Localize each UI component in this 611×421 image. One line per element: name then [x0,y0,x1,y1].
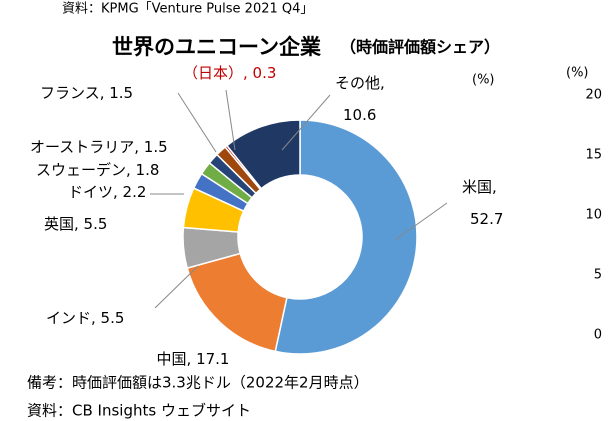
data-label-line: オーストラリア, 1.5 [30,138,168,156]
y-tick-label: 10 [585,208,602,223]
y-tick-label: 20 [585,88,602,103]
data-label-line: 52.7 [470,210,503,228]
slice [274,119,418,355]
data-label-line: ドイツ, 2.2 [68,183,146,201]
data-label-line: 英国, 5.5 [44,215,107,233]
y-tick-label: 15 [585,148,602,163]
data-label: 英国, 5.5 [44,215,107,233]
leader-line [394,202,448,241]
slice [186,252,288,353]
data-label-line: スウェーデン, 1.8 [36,161,159,179]
source-top: 資料：KPMG「Venture Pulse 2021 Q4」 [62,2,313,17]
leader-line [177,92,217,153]
data-label: ドイツ, 2.2 [68,183,146,201]
data-label: 米国, 52.7 [462,178,503,228]
data-label-line: 米国, [462,178,497,196]
data-label-line: （日本）, 0.3 [183,64,276,82]
data-label-line: その他, [335,74,385,92]
note: 資料：CB Insights ウェブサイト [27,402,251,420]
y-tick-label: 0 [594,328,602,343]
data-label-line: 10.6 [343,106,376,124]
unit-label: (%) [472,73,495,88]
data-label-line: フランス, 1.5 [40,84,133,102]
data-label: フランス, 1.5 [40,84,133,102]
leader-line [154,265,199,309]
data-label-line: インド, 5.5 [46,309,124,327]
data-label: オーストラリア, 1.5 [30,138,168,156]
leader-line [225,89,236,151]
data-label-line: 中国, 17.1 [157,350,230,368]
leader-line [281,94,331,151]
y-tick-label: 5 [594,268,602,283]
slice [225,119,301,190]
data-label: その他, 10.6 [335,74,385,124]
data-label: 中国, 17.1 [157,350,230,368]
data-label: （日本）, 0.3 [183,64,276,82]
unit-label: (%) [566,66,589,81]
chart-subtitle: （時価評価額シェア） [340,38,500,57]
data-label: スウェーデン, 1.8 [36,161,159,179]
note: 備考：時価評価額は3.3兆ドル（2022年2月時点） [27,374,369,392]
chart-title: 世界のユニコーン企業 [112,35,322,59]
data-label: インド, 5.5 [46,309,124,327]
